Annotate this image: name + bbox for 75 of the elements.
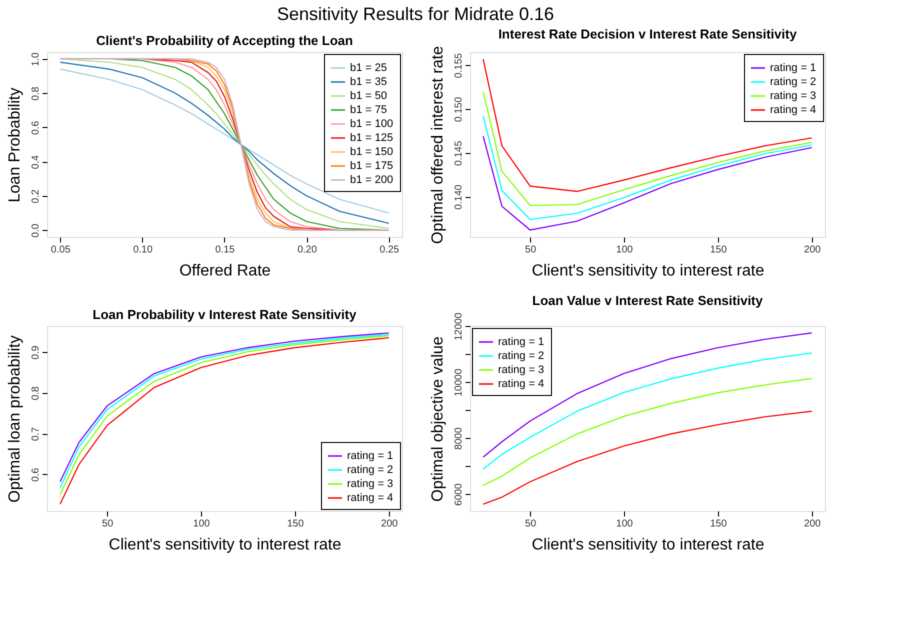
chart-title: Client's Probability of Accepting the Loan [96,32,353,48]
x-axis-title: Offered Rate [179,262,271,280]
x-tick-label: 50 [102,518,114,530]
y-tick-label: 0.155 [454,52,464,78]
x-tick-label: 100 [616,518,634,530]
y-tick-label: 6000 [454,483,464,506]
y-tick-label: 0.0 [30,223,42,238]
line-series [482,115,812,220]
x-tick-label: 200 [804,518,822,530]
y-tick-label: 0.2 [30,189,42,204]
y-axis-title: Optimal offered interest rate [430,46,446,244]
y-tick-label: 10000 [454,368,464,397]
x-tick-label: 0.15 [215,244,236,256]
legend-label: b1 = 150 [350,146,394,158]
x-axis-title: Client's sensitivity to interest rate [532,536,764,554]
y-tick-label: 0.7 [30,426,42,442]
legend-label: rating = 1 [347,450,394,462]
text: Sensitivity Results for Midrate 0.16 [276,4,554,24]
legend-label: rating = 2 [770,76,816,88]
y-tick-label: 12000 [454,312,464,341]
x-axis-title: Client's sensitivity to interest rate [532,262,764,280]
x-tick-label: 150 [287,518,304,530]
legend-label: rating = 3 [498,364,544,376]
legend-label: b1 = 25 [350,62,388,74]
y-tick-label: 0.4 [30,154,42,170]
x-tick-label: 150 [710,518,728,530]
x-tick-label: 100 [193,518,210,530]
x-tick-label: 0.25 [380,244,400,256]
y-tick-label: 0.6 [30,467,42,482]
chart-title: Loan Probability v Interest Rate Sensitivity [92,307,358,322]
x-axis-title: Client's sensitivity to interest rate [108,536,342,554]
x-tick-label: 0.20 [297,244,318,256]
legend-label: rating = 4 [347,492,394,504]
x-tick-label: 100 [616,244,634,256]
y-tick-label: 0.9 [30,345,42,360]
legend-label: b1 = 200 [350,174,394,186]
y-axis-title: Optimal objective value [430,336,446,502]
line-series [482,136,812,231]
x-tick-label: 50 [525,518,537,530]
legend-label: rating = 4 [770,104,816,116]
legend-label: rating = 4 [498,378,544,390]
legend-label: b1 = 35 [350,76,388,88]
chart-title: Interest Rate Decision v Interest Rate Sensitivity [498,26,798,42]
y-tick-label: 1.0 [30,52,42,66]
legend-label: rating = 3 [770,90,816,102]
legend-label: rating = 1 [770,62,816,74]
legend-label: b1 = 125 [350,132,394,144]
y-axis-title: Optimal loan probability [6,335,24,503]
x-tick-label: 0.10 [133,244,153,256]
x-tick-label: 200 [381,518,398,530]
legend-label: b1 = 75 [350,104,388,116]
line-series [482,352,812,470]
y-tick-label: 0.145 [454,140,464,166]
x-tick-label: 0.05 [50,244,71,256]
y-tick-label: 8000 [454,427,464,450]
line-series [482,410,812,505]
y-tick-label: 0.8 [30,386,42,400]
y-axis-title: Loan Probability [6,88,24,202]
y-tick-label: 0.8 [30,86,42,101]
legend-label: rating = 2 [498,350,544,362]
legend-label: rating = 3 [347,478,394,490]
legend-label: rating = 1 [498,336,544,348]
y-tick-label: 0.140 [454,184,464,210]
x-tick-label: 200 [804,244,822,256]
chart-title: Loan Value v Interest Rate Sensitivity [532,293,764,308]
legend-label: b1 = 100 [350,118,394,130]
x-tick-label: 150 [710,244,728,256]
x-tick-label: 50 [525,244,537,256]
y-tick-label: 0.150 [454,96,464,122]
line-series [482,332,812,458]
legend-label: b1 = 50 [350,90,388,102]
legend-label: b1 = 175 [350,160,394,172]
y-tick-label: 0.6 [30,120,42,135]
line-series [482,378,812,486]
legend-label: rating = 2 [347,464,394,476]
